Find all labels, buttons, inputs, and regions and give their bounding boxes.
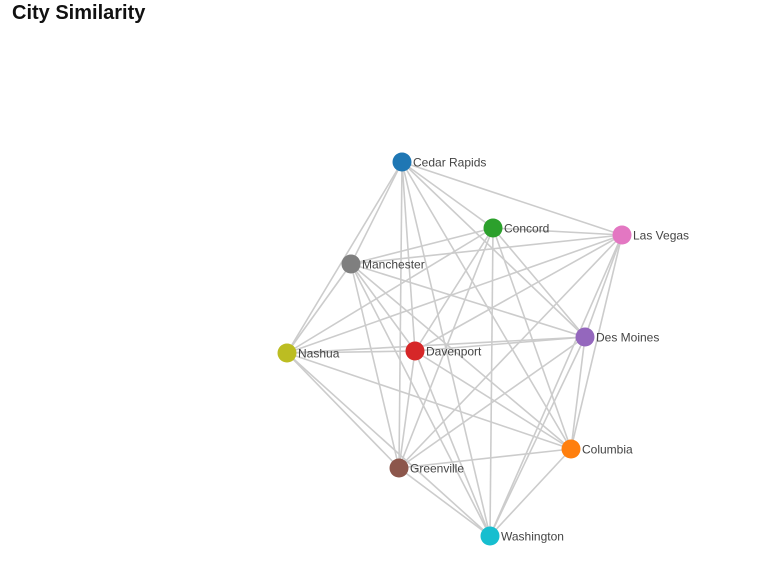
- edge-concord-manchester: [350, 227, 494, 265]
- node-label-washington: Washington: [501, 530, 564, 544]
- edge-las-vegas-des-moines: [584, 234, 623, 338]
- edge-nashua-washington: [286, 352, 491, 537]
- edge-cedar-rapids-concord: [401, 161, 494, 229]
- edge-des-moines-davenport: [414, 336, 586, 352]
- node-circle-davenport[interactable]: [405, 341, 425, 361]
- edge-columbia-washington: [489, 448, 572, 537]
- node-label-greenville: Greenville: [410, 462, 464, 476]
- edge-cedar-rapids-manchester: [350, 161, 403, 265]
- edge-greenville-washington: [398, 467, 491, 537]
- edge-cedar-rapids-greenville: [398, 161, 403, 469]
- edge-manchester-washington: [350, 263, 491, 537]
- node-cedar-rapids[interactable]: Cedar Rapids: [392, 152, 487, 172]
- nodes-layer: Cedar Rapids Concord Las Vegas Manchester De…: [277, 152, 690, 546]
- node-circle-des-moines[interactable]: [575, 327, 595, 347]
- edge-concord-nashua: [286, 227, 494, 354]
- node-circle-columbia[interactable]: [561, 439, 581, 459]
- node-circle-concord[interactable]: [483, 218, 503, 238]
- node-davenport[interactable]: Davenport: [405, 341, 483, 361]
- node-circle-cedar-rapids[interactable]: [392, 152, 412, 172]
- edge-nashua-davenport: [286, 350, 416, 354]
- edge-manchester-columbia: [350, 263, 572, 450]
- node-las-vegas[interactable]: Las Vegas: [612, 225, 690, 245]
- node-circle-manchester[interactable]: [341, 254, 361, 274]
- node-circle-nashua[interactable]: [277, 343, 297, 363]
- edge-las-vegas-washington: [489, 234, 623, 537]
- edge-davenport-greenville: [398, 350, 416, 469]
- edge-las-vegas-manchester: [350, 234, 623, 265]
- node-washington[interactable]: Washington: [480, 526, 564, 546]
- page-title: City Similarity: [12, 2, 146, 24]
- edge-concord-des-moines: [492, 227, 586, 338]
- node-greenville[interactable]: Greenville: [389, 458, 465, 478]
- node-circle-greenville[interactable]: [389, 458, 409, 478]
- edges-layer: [286, 161, 623, 537]
- node-columbia[interactable]: Columbia: [561, 439, 634, 459]
- edge-des-moines-washington: [489, 336, 586, 537]
- edge-manchester-nashua: [286, 263, 352, 354]
- edge-manchester-davenport: [350, 263, 416, 352]
- node-circle-las-vegas[interactable]: [612, 225, 632, 245]
- edge-des-moines-greenville: [398, 336, 586, 469]
- edge-las-vegas-davenport: [414, 234, 623, 352]
- edge-des-moines-columbia: [570, 336, 586, 450]
- node-label-des-moines: Des Moines: [596, 331, 659, 345]
- node-label-columbia: Columbia: [582, 443, 633, 457]
- node-des-moines[interactable]: Des Moines: [575, 327, 660, 347]
- edge-manchester-greenville: [350, 263, 400, 469]
- edge-columbia-greenville: [398, 448, 572, 469]
- edge-nashua-columbia: [286, 352, 572, 450]
- edge-cedar-rapids-davenport: [401, 161, 416, 352]
- edge-cedar-rapids-las-vegas: [401, 161, 623, 236]
- edge-concord-davenport: [414, 227, 494, 352]
- node-circle-washington[interactable]: [480, 526, 500, 546]
- edge-concord-columbia: [492, 227, 572, 450]
- node-label-davenport: Davenport: [426, 345, 482, 359]
- node-label-las-vegas: Las Vegas: [633, 229, 689, 243]
- edge-nashua-greenville: [286, 352, 400, 469]
- edge-des-moines-nashua: [286, 336, 586, 354]
- edge-las-vegas-columbia: [570, 234, 623, 450]
- node-concord[interactable]: Concord: [483, 218, 550, 238]
- edge-manchester-des-moines: [350, 263, 586, 338]
- edge-concord-las-vegas: [492, 227, 623, 236]
- edge-davenport-washington: [414, 350, 491, 537]
- node-label-cedar-rapids: Cedar Rapids: [413, 156, 486, 170]
- edge-las-vegas-nashua: [286, 234, 623, 354]
- node-nashua[interactable]: Nashua: [277, 343, 340, 363]
- node-label-concord: Concord: [504, 222, 549, 236]
- node-label-manchester: Manchester: [362, 258, 425, 272]
- node-label-nashua: Nashua: [298, 347, 340, 361]
- node-manchester[interactable]: Manchester: [341, 254, 425, 274]
- edge-davenport-columbia: [414, 350, 572, 450]
